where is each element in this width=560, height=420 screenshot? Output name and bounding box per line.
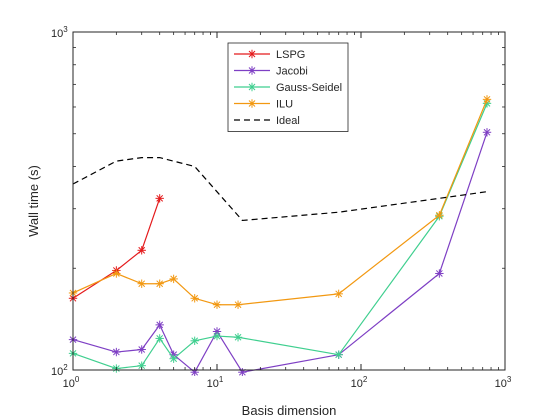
marker-stroke [170,275,178,283]
data-point-gauss-seidel [334,350,343,359]
data-point-ilu [190,294,199,303]
marker-stroke [191,337,199,345]
data-point-ilu [169,274,178,284]
marker-stroke [191,294,199,302]
data-point-jacobi [137,345,146,354]
legend-entry-jacobi: Jacobi [234,66,308,78]
legend-entry-ideal: Ideal [234,115,300,127]
data-point-lspg [155,194,164,203]
marker-stroke [248,83,256,91]
ticks-layer: 100 101 102 103 102 103 [51,25,512,390]
marker-stroke [435,270,443,277]
data-point-jacobi [482,128,492,137]
y-tick-label: 103 [51,25,68,40]
marker-stroke [213,301,221,309]
data-point-ilu [233,300,243,309]
axes-frame [72,31,506,371]
marker-stroke [112,348,120,356]
data-point-ilu [334,289,343,299]
series-ideal [72,157,488,222]
marker-stroke [170,355,178,363]
legend-label-lspg: LSPG [276,49,305,61]
legend-entry-lspg: LSPG [234,49,305,61]
legend-entry-ilu: ILU [234,99,293,111]
marker-stroke [156,321,164,329]
legend: LSPG Jacobi Gauss-Seidel ILU Ideal [227,42,349,132]
legend-entry-gauss-seidel: Gauss-Seidel [234,82,342,94]
data-point-gauss-seidel [155,334,164,343]
legend-marker-gauss-seidel [247,82,257,92]
x-tick-label: 101 [207,375,224,390]
data-point-ilu [435,211,444,220]
marker-stroke [335,290,343,298]
data-point-ilu [482,95,492,104]
data-point-ilu [137,279,146,288]
marker-stroke [213,332,221,340]
series-line-ideal [72,157,488,222]
legend-label-ideal: Ideal [276,115,300,127]
data-point-gauss-seidel [137,361,146,370]
legend-label-ilu: ILU [276,99,293,111]
legend-marker-jacobi [247,66,257,75]
data-point-gauss-seidel [190,336,199,346]
marker-stroke [248,100,256,107]
data-point-jacobi [112,347,121,357]
data-point-ilu [212,300,222,309]
marker-stroke [483,95,491,103]
data-point-jacobi [155,320,164,330]
marker-stroke [483,128,491,136]
x-tick-label: 103 [495,375,512,390]
legend-label-jacobi: Jacobi [276,66,308,78]
y-tick-label: 102 [51,363,68,378]
x-tick-label: 102 [351,375,368,390]
series-ilu [68,95,492,309]
legend-marker-ilu [247,99,257,108]
marker-stroke [234,301,242,309]
marker-stroke [335,351,343,359]
data-point-gauss-seidel [233,333,243,342]
legend-marker-lspg [247,49,257,59]
y-axis-title: Wall time (s) [26,165,41,237]
marker-stroke [138,346,146,353]
data-point-lspg [137,246,146,255]
marker-stroke [234,333,242,341]
marker-stroke [112,270,120,277]
marker-stroke [435,211,443,219]
series-line-lspg [72,198,161,299]
marker-stroke [156,280,164,288]
marker-stroke [138,246,146,254]
marker-stroke [248,67,256,74]
axes-box [72,31,506,371]
data-point-gauss-seidel [212,331,222,341]
data-point-gauss-seidel [169,354,178,363]
marker-stroke [138,362,146,370]
marker-stroke [156,194,164,202]
data-point-ilu [112,269,121,278]
data-point-jacobi [238,368,247,376]
data-point-jacobi [435,269,444,278]
marker-stroke [248,50,256,58]
x-axis-title: Basis dimension [242,403,337,418]
marker-stroke [156,335,164,342]
x-tick-label: 100 [63,375,80,390]
data-point-ilu [155,279,164,288]
marker-stroke [138,280,146,288]
legend-label-gauss-seidel: Gauss-Seidel [276,82,342,94]
